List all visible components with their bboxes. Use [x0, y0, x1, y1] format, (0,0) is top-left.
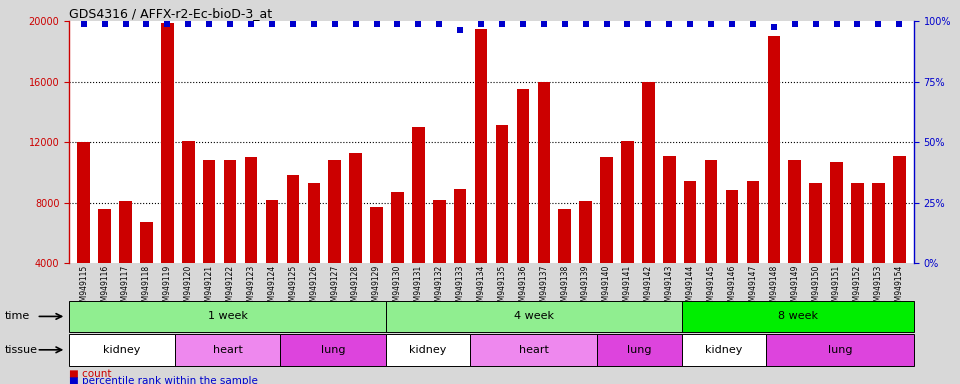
Bar: [495, 126, 508, 323]
Bar: [307, 183, 320, 323]
Bar: [78, 142, 90, 323]
Bar: [600, 157, 612, 323]
Bar: [245, 157, 257, 323]
Text: 4 week: 4 week: [514, 311, 554, 321]
Point: [432, 21, 447, 27]
Point: [159, 21, 175, 27]
Point: [411, 21, 426, 27]
Point: [599, 21, 614, 27]
Point: [620, 21, 636, 27]
Point: [536, 21, 551, 27]
Point: [264, 21, 279, 27]
Point: [516, 21, 531, 27]
Point: [202, 21, 217, 27]
Bar: [726, 190, 738, 323]
Bar: [140, 222, 153, 323]
Point: [578, 21, 593, 27]
Point: [557, 21, 572, 27]
Bar: [621, 141, 634, 323]
Point: [97, 21, 112, 27]
Point: [787, 21, 803, 27]
Point: [306, 21, 322, 27]
Point: [473, 21, 489, 27]
Text: kidney: kidney: [706, 345, 742, 355]
Point: [244, 21, 259, 27]
Point: [118, 21, 133, 27]
Point: [704, 21, 719, 27]
Bar: [203, 160, 215, 323]
Bar: [705, 160, 717, 323]
Bar: [852, 183, 864, 323]
Point: [745, 21, 760, 27]
Point: [683, 21, 698, 27]
Bar: [412, 127, 424, 323]
Text: tissue: tissue: [5, 345, 37, 355]
Bar: [538, 82, 550, 323]
Text: lung: lung: [321, 345, 346, 355]
Bar: [768, 36, 780, 323]
Point: [139, 21, 155, 27]
Text: ■ count: ■ count: [69, 369, 111, 379]
Point: [285, 21, 300, 27]
Point: [828, 21, 844, 27]
Bar: [830, 162, 843, 323]
Bar: [684, 181, 696, 323]
Point: [369, 21, 384, 27]
Point: [808, 21, 824, 27]
Point: [871, 21, 886, 27]
Point: [76, 21, 91, 27]
Text: lung: lung: [828, 345, 852, 355]
Text: lung: lung: [627, 345, 652, 355]
Bar: [663, 156, 676, 323]
Point: [892, 21, 907, 27]
Bar: [475, 29, 488, 323]
Bar: [287, 175, 300, 323]
Text: kidney: kidney: [410, 345, 446, 355]
Point: [180, 21, 196, 27]
Point: [348, 21, 363, 27]
Bar: [893, 156, 905, 323]
Bar: [747, 181, 759, 323]
Point: [766, 24, 781, 30]
Bar: [182, 141, 195, 323]
Text: kidney: kidney: [104, 345, 140, 355]
Bar: [642, 82, 655, 323]
Text: heart: heart: [212, 345, 243, 355]
Bar: [349, 153, 362, 323]
Bar: [454, 189, 467, 323]
Bar: [788, 160, 801, 323]
Point: [850, 21, 865, 27]
Point: [452, 27, 468, 33]
Point: [724, 21, 739, 27]
Text: time: time: [5, 311, 30, 321]
Text: ■ percentile rank within the sample: ■ percentile rank within the sample: [69, 376, 258, 384]
Bar: [119, 201, 132, 323]
Text: heart: heart: [518, 345, 549, 355]
Point: [494, 21, 510, 27]
Bar: [328, 160, 341, 323]
Point: [661, 21, 677, 27]
Point: [390, 21, 405, 27]
Text: GDS4316 / AFFX-r2-Ec-bioD-3_at: GDS4316 / AFFX-r2-Ec-bioD-3_at: [69, 7, 273, 20]
Point: [640, 21, 656, 27]
Bar: [872, 183, 885, 323]
Bar: [391, 192, 404, 323]
Bar: [516, 89, 529, 323]
Text: 8 week: 8 week: [778, 311, 818, 321]
Text: 1 week: 1 week: [207, 311, 248, 321]
Bar: [559, 209, 571, 323]
Point: [223, 21, 238, 27]
Bar: [224, 160, 236, 323]
Point: [327, 21, 343, 27]
Bar: [161, 23, 174, 323]
Bar: [433, 200, 445, 323]
Bar: [371, 207, 383, 323]
Bar: [809, 183, 822, 323]
Bar: [579, 201, 592, 323]
Bar: [266, 200, 278, 323]
Bar: [98, 209, 111, 323]
